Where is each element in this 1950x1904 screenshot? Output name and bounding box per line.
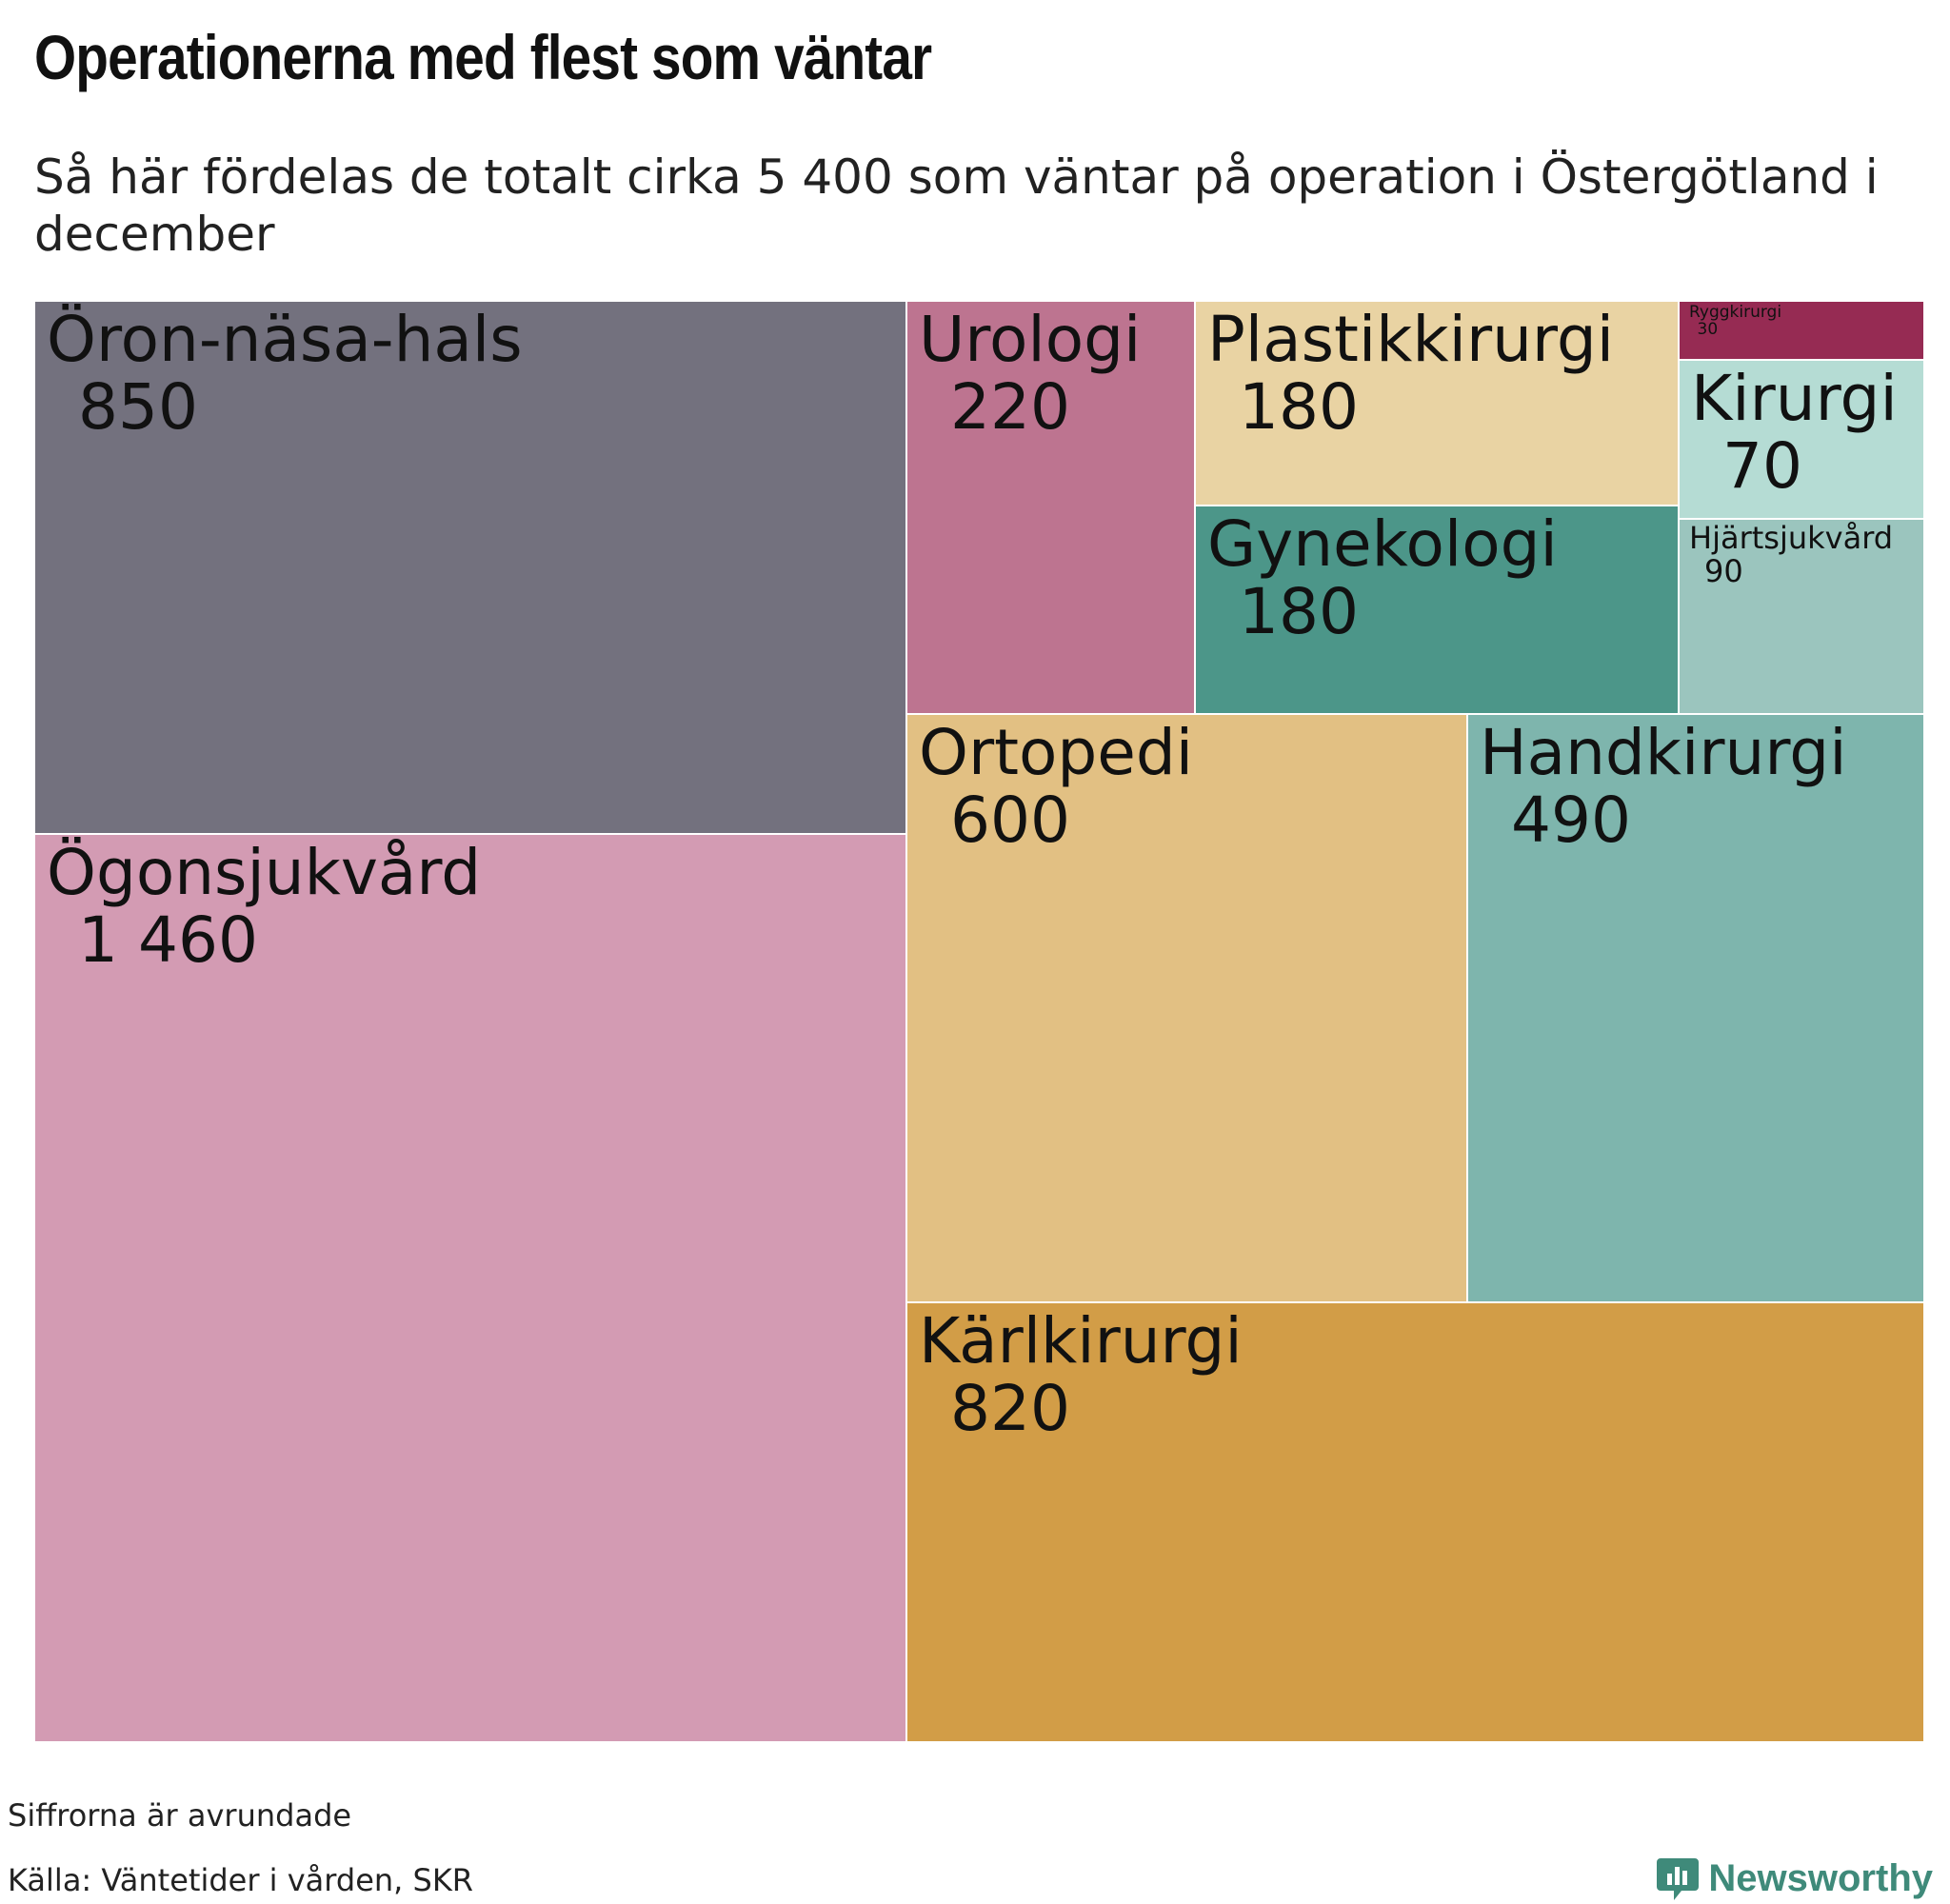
treemap-value-label: 70 <box>1722 429 1802 504</box>
treemap-category-name: Kirurgi <box>1691 362 1898 435</box>
treemap-label: Ögonsjukvård 1 460 <box>47 839 481 975</box>
treemap-value-label: 90 <box>1704 552 1743 589</box>
treemap-label: Ortopedi 600 <box>919 719 1193 855</box>
chart-subtitle: Så här fördelas de totalt cirka 5 400 so… <box>34 149 1879 262</box>
treemap-cell-urologi: Urologi 220 <box>906 301 1195 714</box>
treemap-value-label: 850 <box>78 370 198 445</box>
treemap-cell-kirurgi: Kirurgi 70 <box>1679 360 1924 519</box>
treemap-category-name: Öron-näsa-hals <box>47 303 523 376</box>
treemap-category-name: Kärlkirurgi <box>919 1304 1243 1378</box>
treemap-value-label: 180 <box>1239 575 1359 649</box>
treemap-category-name: Plastikkirurgi <box>1207 303 1615 376</box>
treemap-cell-gynekologi: Gynekologi 180 <box>1195 506 1679 714</box>
treemap-value-label: 220 <box>950 370 1070 445</box>
rounding-note: Siffrorna är avrundade <box>8 1797 352 1834</box>
treemap-label: Gynekologi 180 <box>1207 510 1558 646</box>
source-note: Källa: Väntetider i vården, SKR <box>8 1862 474 1898</box>
treemap-label: Kärlkirurgi 820 <box>919 1307 1243 1443</box>
treemap-cell-ogonsjukvard: Ögonsjukvård 1 460 <box>34 834 906 1742</box>
treemap-category-name: Gynekologi <box>1207 507 1558 581</box>
brand-name: Newsworthy <box>1708 1856 1933 1899</box>
treemap-category-name: Hjärtsjukvård <box>1689 520 1894 556</box>
treemap-value-label: 600 <box>950 783 1070 858</box>
treemap: Öron-näsa-hals 850 Ögonsjukvård 1 460 Urolog… <box>34 301 1924 1742</box>
newsworthy-logo-icon <box>1657 1858 1700 1900</box>
treemap-category-name: Handkirurgi <box>1480 716 1847 789</box>
treemap-category-name: Urologi <box>919 303 1142 376</box>
treemap-cell-handkirurgi: Handkirurgi 490 <box>1467 714 1924 1302</box>
treemap-label: Urologi 220 <box>919 306 1141 442</box>
treemap-cell-oron-nasa-hals: Öron-näsa-hals 850 <box>34 301 906 834</box>
treemap-category-name: Ortopedi <box>919 716 1194 789</box>
treemap-label: Öron-näsa-hals 850 <box>47 306 523 442</box>
treemap-label: Hjärtsjukvård 90 <box>1689 522 1893 587</box>
treemap-cell-plastikkirurgi: Plastikkirurgi 180 <box>1195 301 1679 506</box>
treemap-cell-ortopedi: Ortopedi 600 <box>906 714 1467 1302</box>
treemap-cell-ryggkirurgi: Ryggkirurgi 30 <box>1679 301 1924 360</box>
treemap-category-name: Ögonsjukvård <box>47 836 482 909</box>
newsworthy-logo: Newsworthy <box>1657 1854 1933 1902</box>
chart-title: Operationerna med flest som väntar <box>34 22 932 92</box>
treemap-value-label: 180 <box>1239 370 1359 445</box>
treemap-label: Handkirurgi 490 <box>1480 719 1847 855</box>
treemap-label: Plastikkirurgi 180 <box>1207 306 1614 442</box>
treemap-cell-hjartsjukvard: Hjärtsjukvård 90 <box>1679 519 1924 714</box>
treemap-value-label: 490 <box>1511 783 1631 858</box>
treemap-label: Kirurgi 70 <box>1691 365 1898 501</box>
treemap-cell-karlkirurgi: Kärlkirurgi 820 <box>906 1302 1924 1742</box>
treemap-value-label: 820 <box>950 1372 1070 1446</box>
treemap-label: Ryggkirurgi 30 <box>1689 304 1781 339</box>
treemap-value-label: 1 460 <box>78 903 258 978</box>
treemap-value-label: 30 <box>1697 320 1719 340</box>
treemap-category-name: Ryggkirurgi <box>1689 303 1782 322</box>
